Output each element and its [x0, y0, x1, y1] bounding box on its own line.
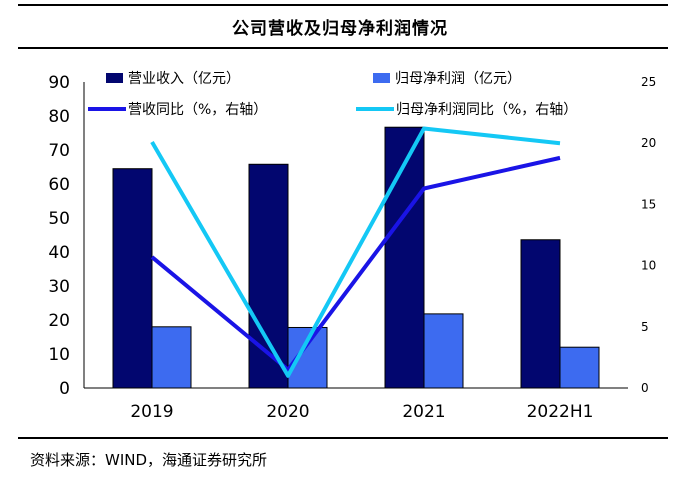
bar-revenue	[248, 163, 289, 389]
y-left-tick-label: 60	[48, 175, 70, 195]
y-left-tick-label: 10	[48, 345, 70, 365]
bar-group	[112, 126, 600, 389]
bar-revenue	[520, 239, 561, 389]
y-right-tick-label: 25	[641, 75, 656, 89]
line-net-profit-yoy	[150, 126, 561, 378]
y-left-tick-label: 30	[48, 277, 70, 297]
y-right-tick-label: 10	[641, 259, 656, 273]
x-tick-label: 2019	[130, 402, 173, 422]
y-left-tick-label: 50	[48, 209, 70, 229]
line-group	[150, 126, 561, 378]
y-right-tick-label: 20	[641, 136, 656, 150]
bar-revenue	[112, 168, 153, 389]
bar-net-profit	[423, 313, 464, 389]
bottom-rule	[18, 437, 668, 439]
legend-label-profit-yoy: 归母净利润同比（%，右轴）	[396, 101, 577, 118]
x-tick-label: 2020	[266, 402, 309, 422]
title-rule	[18, 47, 668, 49]
legend-swatch-profit	[373, 73, 390, 83]
bar-net-profit	[151, 326, 192, 389]
x-tick-label: 2022H1	[527, 402, 594, 422]
source-note: 资料来源：WIND，海通证券研究所	[30, 451, 268, 469]
bar-net-profit	[559, 346, 600, 389]
y-right-tick-label: 5	[641, 320, 649, 334]
chart-title: 公司营收及归母净利润情况	[232, 19, 448, 39]
y-left-tick-label: 80	[48, 107, 70, 127]
line-revenue-yoy	[150, 155, 561, 372]
y-right-tick-label: 15	[641, 197, 656, 211]
y-left-tick-label: 20	[48, 311, 70, 331]
y-right-tick-label: 0	[641, 381, 649, 395]
y-axis-left-ticks: 0 10 20 30 40 50 60 70 80 90	[48, 73, 70, 399]
legend-label-revenue: 营业收入（亿元）	[128, 71, 240, 87]
bar-revenue	[384, 126, 425, 389]
y-left-tick-label: 0	[59, 379, 70, 399]
y-left-tick-label: 90	[48, 73, 70, 93]
legend-swatch-revenue	[106, 73, 123, 83]
x-axis-ticks: 2019 2020 2021 2022H1	[130, 402, 593, 422]
legend-label-revenue-yoy: 营收同比（%，右轴）	[128, 102, 267, 118]
x-tick-label: 2021	[402, 402, 445, 422]
y-left-tick-label: 70	[48, 141, 70, 161]
legend-label-profit: 归母净利润（亿元）	[395, 70, 521, 87]
legend: 营业收入（亿元） 归母净利润（亿元） 营收同比（%，右轴） 归母净利润同比（%，…	[88, 70, 577, 118]
top-rule	[18, 4, 668, 6]
y-axis-right-ticks: 0 5 10 15 20 25	[641, 75, 656, 395]
y-left-tick-label: 40	[48, 243, 70, 263]
